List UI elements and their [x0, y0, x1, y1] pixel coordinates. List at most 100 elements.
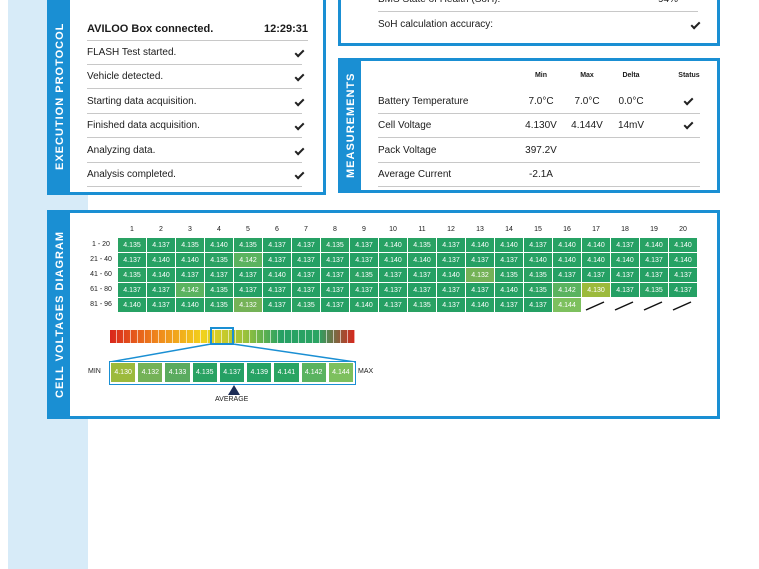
voltage-cell: 4.137: [234, 268, 262, 282]
step-label: Analyzing data.: [87, 144, 156, 156]
voltage-cell: 4.137: [321, 298, 349, 312]
step-label: Finished data acquisition.: [87, 120, 200, 132]
voltage-cell: 4.137: [408, 283, 436, 297]
voltage-cell: 4.140: [408, 253, 436, 267]
measurement-value: 0.0°C: [618, 96, 644, 107]
voltage-cell: 4.137: [263, 238, 291, 252]
voltage-cell: 4.135: [205, 283, 233, 297]
voltage-cell: 4.135: [495, 268, 523, 282]
voltage-cell: 4.142: [176, 283, 204, 297]
voltage-cell: 4.140: [118, 298, 146, 312]
legend-cell: 4.137: [218, 362, 246, 383]
voltage-cell: 4.137: [611, 268, 639, 282]
voltage-cell: 4.137: [118, 283, 146, 297]
voltage-cell: 4.135: [292, 298, 320, 312]
column-number: 16: [563, 226, 571, 233]
voltage-cell: 4.137: [437, 298, 465, 312]
step-label: FLASH Test started.: [87, 47, 177, 58]
voltage-cell: 4.140: [669, 238, 697, 252]
measurement-label: Cell Voltage: [378, 120, 432, 132]
legend-cell: 4.139: [246, 362, 273, 383]
voltage-cell: 4.137: [379, 268, 407, 282]
measurement-row: Battery Temperature 7.0°C 7.0°C 0.0°C: [378, 90, 700, 114]
legend-cell: 4.142: [300, 362, 327, 383]
step-row: Analysis completed.: [87, 163, 305, 187]
voltage-cell: 4.137: [524, 298, 552, 312]
soh-panel: BMS State of Health (SoH):94% SoH calcula…: [338, 0, 720, 46]
voltage-cell: 4.137: [292, 253, 320, 267]
voltage-cell: 4.140: [553, 238, 581, 252]
voltage-cell: 4.140: [582, 238, 610, 252]
soh-label: BMS State of Health (SoH):: [378, 0, 658, 5]
voltage-cell: 4.137: [524, 238, 552, 252]
voltage-cell: 4.137: [205, 268, 233, 282]
voltage-cell: 4.140: [669, 253, 697, 267]
column-number: 13: [476, 226, 484, 233]
legend-cell: 4.132: [137, 362, 164, 383]
voltage-cell: 4.140: [147, 268, 175, 282]
voltage-cell: 4.144: [553, 298, 581, 312]
legend-frame: [109, 361, 356, 385]
column-number: 6: [275, 226, 279, 233]
voltage-cell: 4.142: [234, 253, 262, 267]
measurement-value: -2.1A: [529, 169, 553, 181]
empty-slash: [643, 301, 663, 311]
column-header: Delta: [622, 72, 640, 79]
voltage-cell: 4.135: [205, 253, 233, 267]
voltage-cell: 4.137: [176, 268, 204, 282]
voltage-cell: 4.140: [466, 298, 494, 312]
soh-label: SoH calculation accuracy:: [378, 18, 494, 30]
voltage-cell: 4.137: [147, 298, 175, 312]
voltage-cell: 4.137: [640, 268, 668, 282]
voltage-cell: 4.135: [118, 268, 146, 282]
step-label: Vehicle detected.: [87, 71, 164, 83]
column-header: Max: [580, 72, 594, 79]
voltage-cell: 4.140: [640, 238, 668, 252]
column-number: 7: [304, 226, 308, 233]
row-label: 1 - 20: [92, 241, 110, 248]
voltage-cell: 4.137: [669, 283, 697, 297]
scale-highlight: [210, 327, 234, 345]
voltage-cell: 4.140: [379, 238, 407, 252]
average-marker: [228, 385, 240, 395]
row-label: 81 - 96: [90, 301, 112, 308]
measurement-value: 4.144V: [571, 120, 603, 132]
voltage-cell: 4.137: [495, 298, 523, 312]
voltage-cell: 4.137: [292, 268, 320, 282]
row-label: 41 - 60: [90, 271, 112, 278]
voltage-cell: 4.135: [118, 238, 146, 252]
voltage-cell: 4.142: [553, 283, 581, 297]
voltage-cell: 4.137: [437, 253, 465, 267]
voltage-cell: 4.137: [437, 283, 465, 297]
voltage-cell: 4.132: [234, 298, 262, 312]
step-row: Finished data acquisition.: [87, 114, 305, 139]
empty-slash: [672, 301, 692, 311]
voltage-cell: 4.137: [466, 253, 494, 267]
empty-slash: [614, 301, 634, 311]
column-number: 10: [389, 226, 397, 233]
voltage-cell: 4.140: [495, 283, 523, 297]
voltage-cell: 4.137: [408, 268, 436, 282]
soh-row: SoH calculation accuracy:: [378, 12, 701, 36]
legend-cell: 4.135: [191, 362, 218, 383]
voltage-cell: 4.137: [466, 283, 494, 297]
voltage-cell: 4.140: [466, 238, 494, 252]
soh-row: BMS State of Health (SoH):94%: [378, 0, 698, 12]
voltage-cell: 4.137: [263, 253, 291, 267]
measurements-panel: MEASUREMENTS Min Max Delta Status Battery Te…: [338, 58, 720, 193]
voltage-cell: 4.140: [437, 268, 465, 282]
voltage-cell: 4.140: [147, 253, 175, 267]
voltage-cell: 4.132: [466, 268, 494, 282]
voltage-cell: 4.135: [408, 298, 436, 312]
voltage-cell: 4.140: [205, 238, 233, 252]
voltage-cell: 4.135: [524, 268, 552, 282]
voltage-cell: 4.140: [176, 298, 204, 312]
column-header: Min: [534, 72, 548, 79]
header-label: AVILOO Box connected.: [87, 22, 214, 35]
step-row: Analyzing data.: [87, 139, 305, 163]
voltage-cell: 4.140: [582, 253, 610, 267]
step-row: Starting data acquisition.: [87, 90, 305, 114]
voltage-cell: 4.137: [495, 253, 523, 267]
